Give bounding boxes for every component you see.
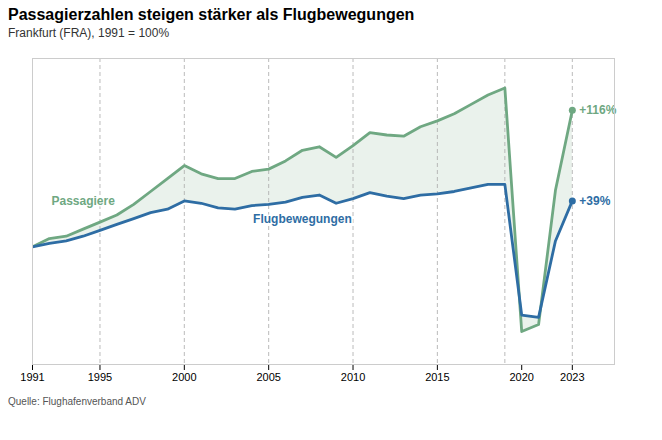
svg-text:2023: 2023 [560, 371, 584, 383]
svg-text:2000: 2000 [172, 371, 196, 383]
html-text:Quelle: Flughafenverband ADV: Quelle: Flughafenverband ADV [8, 396, 146, 407]
svg-text:Passagiere: Passagiere [51, 194, 115, 208]
svg-text:2020: 2020 [509, 371, 533, 383]
svg-text:Flugbewegungen: Flugbewegungen [253, 212, 352, 226]
svg-text:1991: 1991 [20, 371, 44, 383]
svg-text:2010: 2010 [341, 371, 365, 383]
svg-text:1995: 1995 [88, 371, 112, 383]
html-text:Passagierzahlen steigen stärke: Passagierzahlen steigen stärker als Flug… [8, 6, 415, 23]
svg-text:+39%: +39% [579, 194, 610, 208]
svg-text:2005: 2005 [256, 371, 280, 383]
svg-text:2015: 2015 [425, 371, 449, 383]
svg-text:+116%: +116% [579, 103, 616, 117]
html-text:Frankfurt (FRA), 1991 = 100%: Frankfurt (FRA), 1991 = 100% [8, 26, 170, 40]
